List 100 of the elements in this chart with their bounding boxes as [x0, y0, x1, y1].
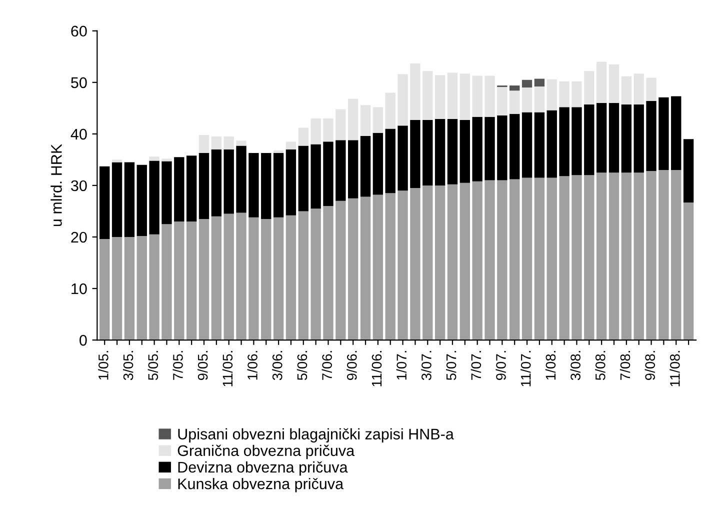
bar [273, 150, 284, 153]
bar [634, 104, 644, 173]
bar [671, 96, 682, 170]
x-tick-label: 7/06. [322, 351, 332, 380]
bar [559, 81, 570, 108]
x-tick-label: 5/07. [446, 351, 456, 380]
bar [422, 71, 433, 120]
bar [634, 74, 644, 105]
bar [162, 158, 172, 162]
bar [398, 126, 408, 191]
x-tick-label: 7/05. [172, 351, 183, 380]
x-tick-label: 9/07. [496, 351, 506, 380]
bar [162, 161, 172, 224]
bar [447, 72, 458, 119]
x-tick-label: 11/08. [670, 351, 680, 386]
bar [162, 224, 172, 340]
bar [510, 114, 520, 180]
bar [472, 181, 482, 340]
bar [174, 157, 184, 222]
bar [484, 76, 495, 117]
x-tick-label: 3/05. [122, 351, 134, 380]
x-tick-label: 1/06. [247, 351, 258, 380]
bar [584, 175, 594, 340]
bar [286, 142, 296, 150]
bar [472, 116, 482, 182]
x-tick-label: 11/05. [222, 351, 233, 386]
bar [646, 100, 656, 172]
bar [286, 215, 296, 340]
bar [323, 142, 334, 206]
bar [273, 152, 284, 218]
bar [596, 62, 607, 104]
bar [621, 104, 632, 173]
bar [410, 63, 420, 120]
bar [572, 107, 582, 176]
bar [497, 115, 508, 180]
bar [434, 118, 446, 186]
legend-label: Granična obvezna pričuva [178, 444, 355, 460]
bar [608, 64, 620, 104]
bar [174, 222, 184, 340]
bar [112, 236, 122, 340]
bar [348, 198, 358, 340]
bar [100, 166, 110, 240]
bar [596, 172, 607, 340]
bar [100, 239, 110, 340]
bar [572, 175, 582, 340]
bar [472, 76, 482, 117]
x-tick-label: 5/05. [148, 351, 158, 380]
bar [336, 109, 346, 140]
y-axis-title: u mlrd. HRK [50, 144, 62, 226]
bar [224, 149, 234, 214]
bar [211, 216, 222, 340]
bar [534, 86, 545, 112]
bar [683, 202, 694, 340]
bar [584, 71, 594, 105]
bar [683, 139, 694, 202]
bar [460, 182, 470, 340]
bar [186, 222, 197, 340]
y-tick-label: 60 [71, 26, 87, 37]
bar [646, 171, 656, 340]
bar [522, 178, 532, 340]
bar [510, 85, 520, 91]
bar [658, 97, 669, 170]
bar [310, 144, 321, 209]
x-tick-label: 11/07. [520, 351, 531, 386]
bar [360, 136, 371, 197]
bar [398, 74, 408, 126]
legend-label: Upisani obvezni blagajnički zapisi HNB-a [178, 428, 454, 442]
bar [112, 160, 122, 162]
bar [671, 170, 682, 340]
bar [546, 110, 557, 178]
bar [434, 185, 446, 340]
bar [186, 156, 197, 222]
bar [336, 200, 346, 340]
bar [198, 218, 210, 340]
bar [559, 107, 570, 176]
bar [460, 120, 470, 183]
bar [534, 178, 545, 340]
bar [261, 218, 272, 340]
bar [658, 170, 669, 340]
bar [546, 79, 557, 110]
bar [608, 172, 620, 340]
y-tick-label: 0 [80, 334, 87, 346]
bar [136, 164, 147, 236]
bar [149, 234, 160, 340]
bar [286, 149, 296, 216]
x-tick-label: 1/08. [545, 351, 556, 380]
x-tick-label: 7/07. [470, 351, 482, 380]
bar [323, 206, 334, 340]
bar [348, 140, 358, 198]
bar [522, 112, 532, 178]
x-tick-label: 3/08. [570, 351, 580, 380]
bar [596, 103, 607, 173]
bar [149, 160, 160, 234]
bar [298, 211, 308, 340]
bar [510, 90, 520, 114]
bar [310, 118, 321, 144]
bar [634, 172, 644, 340]
bar [447, 184, 458, 340]
x-tick-label: 1/05. [98, 351, 108, 380]
bar [497, 87, 508, 116]
